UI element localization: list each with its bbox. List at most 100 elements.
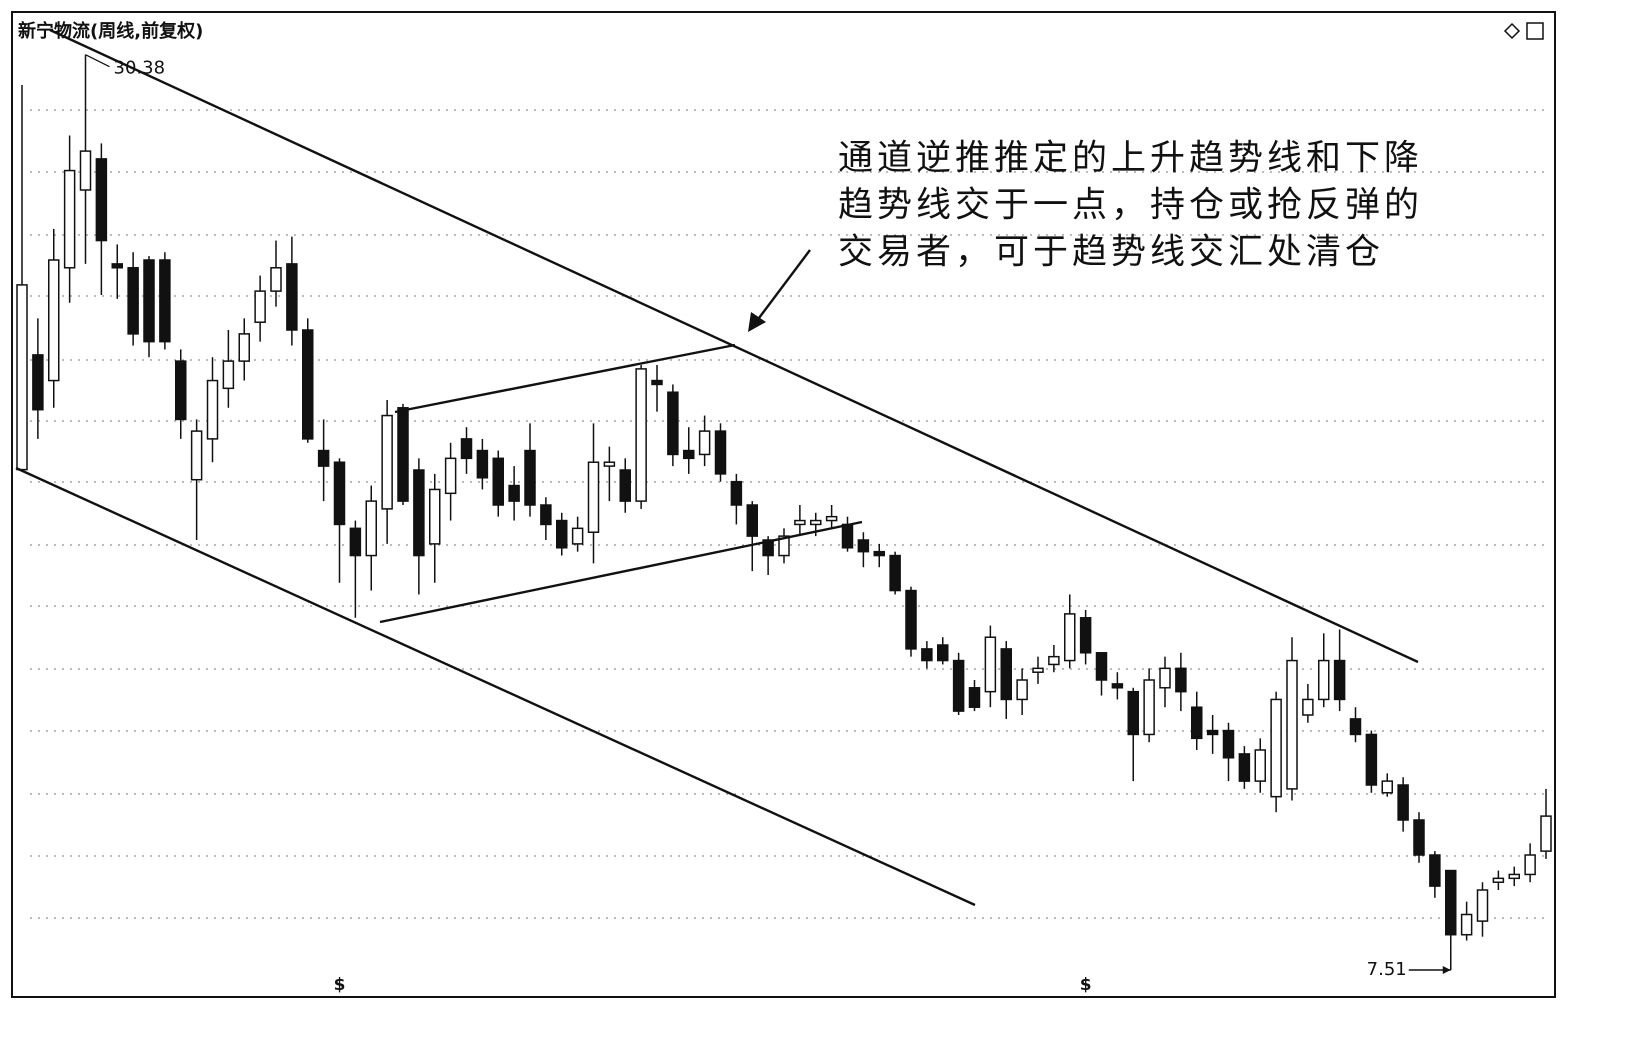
candle-body (1000, 648, 1012, 701)
candle-body (1302, 698, 1314, 716)
candle-body (778, 535, 790, 557)
candle-body (968, 687, 981, 708)
candle-body (540, 504, 552, 526)
candle-body (413, 469, 425, 557)
candle-body (841, 523, 854, 549)
min-label: 7.51 (1367, 959, 1407, 980)
candle-body (444, 457, 457, 495)
candle-body (921, 648, 933, 662)
candle-body (1254, 749, 1266, 782)
candle-body (1318, 659, 1330, 701)
annotation-arrow (755, 249, 811, 323)
candle-body (1429, 854, 1441, 887)
candle-body (127, 267, 139, 335)
candle-body (889, 554, 901, 592)
candle-body (508, 484, 520, 502)
candle-body (1206, 729, 1219, 736)
candle-body (1175, 667, 1187, 693)
min-arrow-head (1442, 966, 1451, 975)
candle-body (730, 480, 743, 506)
candle-body (317, 449, 330, 467)
candle-body (1016, 679, 1028, 701)
candle-body (190, 430, 203, 481)
candle-body (206, 379, 219, 440)
candle-body (524, 449, 536, 506)
candle-body (48, 259, 60, 382)
candle-body (825, 515, 838, 522)
candle-body (984, 636, 997, 693)
candle-body (1238, 753, 1251, 782)
grid (30, 109, 1550, 919)
candle-body (857, 539, 870, 553)
candle-body (286, 263, 298, 331)
candle-body (873, 550, 885, 557)
candle-body (381, 414, 393, 510)
icon-diamond[interactable] (1503, 22, 1521, 40)
trend-line (394, 343, 736, 414)
candle-body (159, 259, 171, 343)
candle-body (1048, 655, 1060, 666)
candle-body (1333, 659, 1346, 701)
candle-body (810, 519, 822, 526)
candle-body (79, 150, 92, 191)
candle-body (556, 519, 568, 549)
candle-body (1127, 690, 1139, 736)
candle-body (63, 169, 76, 269)
max-label: 30.38 (114, 58, 166, 79)
candle-body (397, 407, 409, 502)
trend-line (379, 520, 863, 624)
arrow-head (748, 312, 766, 332)
candle-body (1540, 815, 1552, 852)
candle-body (587, 461, 600, 533)
candle-body (238, 333, 250, 362)
x-tick-label: $ (334, 975, 346, 995)
candle-body (1270, 698, 1282, 798)
candle-body (905, 589, 917, 650)
candle-body (698, 430, 711, 456)
candle-body (302, 329, 314, 440)
candle-body (1381, 780, 1393, 794)
candle-body (1508, 873, 1520, 880)
window-icons (1503, 22, 1544, 40)
candle-body (143, 259, 155, 343)
candle-body (746, 504, 758, 537)
candle-body (333, 461, 346, 526)
candle-body (365, 500, 377, 557)
max-pointer (85, 54, 110, 68)
candle-body (32, 354, 44, 411)
candle-body (1492, 877, 1505, 883)
candle-body (492, 457, 504, 506)
candle-body (270, 267, 282, 292)
candle-body (1349, 718, 1362, 736)
chart-title: 新宁物流(周线,前复权) (18, 20, 203, 42)
candle-body (16, 284, 28, 471)
candle-body (794, 519, 806, 526)
candle-body (460, 438, 473, 460)
candle-body (111, 263, 123, 269)
candle-body (1111, 683, 1124, 689)
candle-body (619, 469, 631, 502)
candle-body (1222, 729, 1235, 759)
candle-body (175, 360, 187, 421)
candle-body (1064, 613, 1076, 662)
candle-body (571, 527, 584, 545)
candle-body (952, 659, 965, 712)
candle-body (1191, 706, 1203, 740)
annotation-line: 趋势线交于一点，持仓或抢反弹的 (838, 186, 1423, 226)
candle-body (762, 539, 774, 557)
icon-maximize[interactable] (1526, 22, 1544, 40)
candle-body (222, 360, 235, 390)
candle-body (1159, 667, 1171, 689)
candle-body (1365, 733, 1378, 786)
candle-body (95, 158, 108, 242)
candle-body (1143, 679, 1155, 736)
trend-line (15, 466, 976, 907)
candle-body (635, 368, 647, 502)
candle-body (1397, 784, 1409, 821)
x-tick-label: $ (1080, 975, 1092, 995)
candle-body (651, 379, 663, 386)
annotation-line: 通道逆推推定的上升趋势线和下降 (838, 139, 1423, 179)
candle-body (714, 430, 727, 475)
candle-body (1460, 913, 1473, 936)
